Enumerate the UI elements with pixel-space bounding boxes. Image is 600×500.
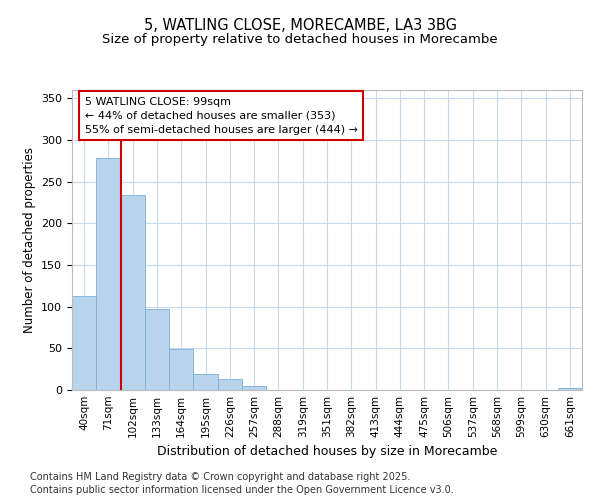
Y-axis label: Number of detached properties: Number of detached properties <box>23 147 35 333</box>
Bar <box>242 386 266 390</box>
Bar <box>121 195 145 390</box>
Text: Contains public sector information licensed under the Open Government Licence v3: Contains public sector information licen… <box>30 485 454 495</box>
Text: Contains HM Land Registry data © Crown copyright and database right 2025.: Contains HM Land Registry data © Crown c… <box>30 472 410 482</box>
Bar <box>96 158 121 390</box>
Text: 5, WATLING CLOSE, MORECAMBE, LA3 3BG: 5, WATLING CLOSE, MORECAMBE, LA3 3BG <box>143 18 457 32</box>
Bar <box>72 296 96 390</box>
Text: 5 WATLING CLOSE: 99sqm
← 44% of detached houses are smaller (353)
55% of semi-de: 5 WATLING CLOSE: 99sqm ← 44% of detached… <box>85 96 358 134</box>
Bar <box>145 309 169 390</box>
X-axis label: Distribution of detached houses by size in Morecambe: Distribution of detached houses by size … <box>157 446 497 458</box>
Bar <box>193 374 218 390</box>
Bar <box>169 349 193 390</box>
Bar <box>218 379 242 390</box>
Text: Size of property relative to detached houses in Morecambe: Size of property relative to detached ho… <box>102 32 498 46</box>
Bar <box>558 388 582 390</box>
